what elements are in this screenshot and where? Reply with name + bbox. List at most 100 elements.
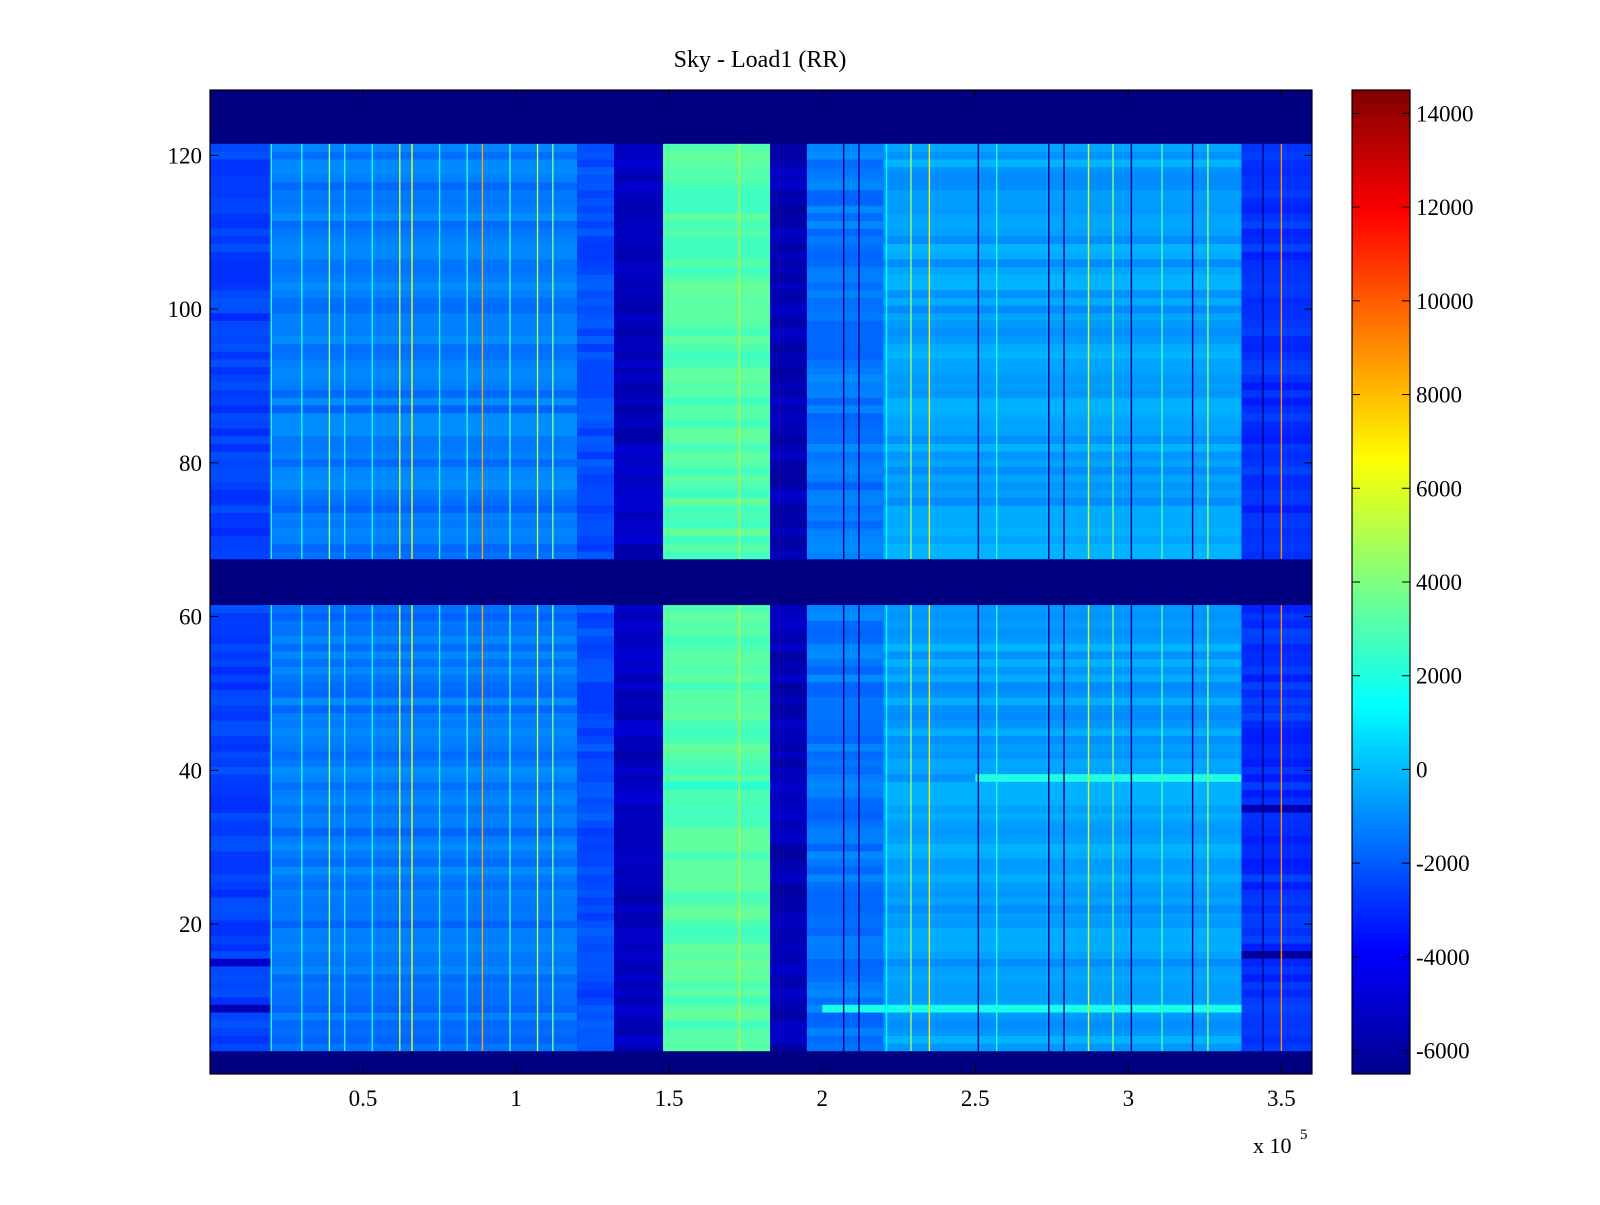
heatmap-cell [577, 320, 615, 329]
heatmap-cell [614, 712, 664, 721]
heatmap-cell [770, 397, 807, 406]
heatmap-cell [770, 958, 807, 967]
heatmap-cell [806, 228, 884, 237]
heatmap-cell [271, 743, 578, 752]
heatmap-cell [883, 958, 1242, 967]
heatmap-cell [614, 289, 664, 298]
heatmap-cell [1241, 635, 1312, 644]
heatmap-cell [883, 735, 1242, 744]
heatmap-cell [806, 182, 884, 191]
heatmap-cell [883, 405, 1242, 414]
heatmap-cell [883, 997, 1242, 1006]
heatmap-cell [883, 666, 1242, 675]
heatmap-cell [271, 1027, 578, 1036]
heatmap-cell [663, 151, 771, 160]
heatmap-cell [577, 705, 615, 713]
heatmap-cell [883, 966, 1242, 975]
heatmap-cell [770, 213, 807, 221]
heatmap-cell [663, 935, 771, 944]
heatmap-cell [614, 297, 664, 306]
heatmap-cell [883, 889, 1242, 898]
heatmap-cell [1241, 159, 1312, 168]
heatmap-cell [210, 382, 272, 391]
heatmap-cell [577, 151, 615, 160]
heatmap-cell [614, 958, 664, 967]
heatmap-cell [1241, 251, 1312, 260]
heatmap-cell [271, 236, 578, 245]
heatmap-cell [663, 489, 771, 498]
heatmap-cell [210, 720, 272, 729]
heatmap-cell [614, 236, 664, 245]
heatmap-cell [271, 520, 578, 529]
heatmap-cell [577, 881, 615, 890]
heatmap-cell [663, 758, 771, 767]
heatmap-cell [1241, 543, 1312, 552]
heatmap-cell [663, 1012, 771, 1021]
heatmap-cell [770, 943, 807, 952]
heatmap-cell [663, 728, 771, 737]
heatmap-cell [770, 259, 807, 268]
heatmap-cell [663, 628, 771, 637]
heatmap-cell [770, 443, 807, 452]
heatmap-cell [770, 681, 807, 690]
heatmap-cell [770, 743, 807, 752]
heatmap-cell [770, 643, 807, 652]
heatmap-cell [806, 766, 884, 775]
heatmap-cell [614, 751, 664, 760]
heatmap-cell [1241, 305, 1312, 314]
heatmap-cell [806, 935, 884, 944]
heatmap-cell [1241, 213, 1312, 221]
heatmap-cell [883, 297, 1242, 306]
heatmap-cell [577, 243, 615, 252]
heatmap-cell [210, 643, 272, 652]
heatmap-cell [1241, 927, 1312, 936]
heatmap-cell [271, 366, 578, 375]
heatmap-cell [210, 835, 272, 844]
heatmap-cell [614, 159, 664, 168]
heatmap-cell [614, 312, 664, 321]
heatmap-cell [614, 420, 664, 429]
heatmap-cell [614, 935, 664, 944]
heatmap-cell [883, 551, 1242, 560]
heatmap-cell [806, 236, 884, 245]
heatmap-cell [883, 259, 1242, 268]
heatmap-cell [883, 781, 1242, 790]
heatmap-cell [770, 605, 807, 614]
heatmap-cell [883, 151, 1242, 160]
heatmap-cell [770, 751, 807, 760]
heatmap-cell [883, 866, 1242, 875]
heatmap-cell [1241, 474, 1312, 483]
heatmap-cell [1241, 389, 1312, 398]
heatmap-cell [883, 1035, 1242, 1044]
heatmap-cell [210, 205, 272, 214]
heatmap-cell [883, 428, 1242, 437]
heatmap-cell [806, 443, 884, 452]
heatmap-cell [614, 820, 664, 829]
heatmap-cell [271, 774, 578, 783]
heatmap-cell [770, 497, 807, 506]
heatmap-cell [271, 405, 578, 414]
heatmap-cell [663, 412, 771, 421]
heatmap-cell [271, 305, 578, 314]
heatmap-cell [806, 336, 884, 344]
heatmap-cell [663, 259, 771, 268]
heatmap-cell [806, 466, 884, 475]
heatmap-cell [1241, 243, 1312, 252]
heatmap-cell [210, 143, 272, 152]
heatmap-cell [663, 951, 771, 959]
heatmap-cell [663, 612, 771, 621]
heatmap-cell [614, 728, 664, 737]
heatmap-cell [883, 935, 1242, 944]
heatmap-cell [663, 635, 771, 644]
heatmap-cell [770, 705, 807, 713]
heatmap-cell [663, 389, 771, 398]
heatmap-cell [1241, 720, 1312, 729]
heatmap-cell [210, 305, 272, 314]
heatmap-cell [770, 927, 807, 936]
heatmap-cell [271, 528, 578, 537]
heatmap-cell [883, 512, 1242, 521]
heatmap-cell [806, 328, 884, 337]
heatmap-cell [210, 266, 272, 275]
heatmap-cell [577, 966, 615, 975]
heatmap-cell [577, 351, 615, 360]
